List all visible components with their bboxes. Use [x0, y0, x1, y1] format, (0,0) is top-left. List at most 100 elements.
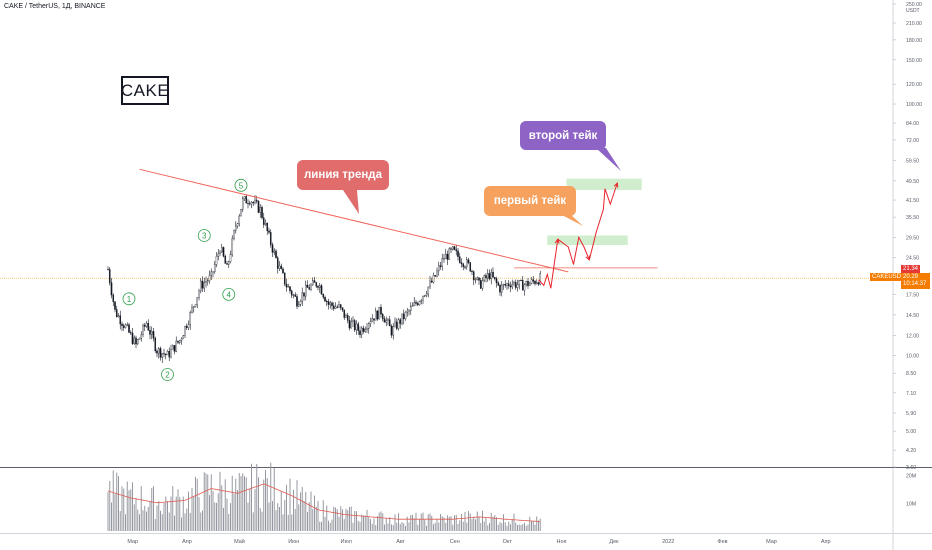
- candle-body: [247, 203, 248, 204]
- candle-body: [256, 200, 257, 201]
- volume-bar: [472, 519, 473, 531]
- x-tick-label: Фев: [717, 539, 727, 545]
- candle-body: [219, 252, 220, 254]
- candle-body: [333, 306, 334, 309]
- candle-body: [216, 256, 217, 264]
- volume-bar: [430, 514, 431, 531]
- candle-body: [466, 260, 467, 267]
- volume-bar: [263, 480, 264, 531]
- candle-body: [387, 320, 388, 321]
- volume-bar: [274, 468, 275, 531]
- candle-body: [254, 200, 255, 202]
- y-tick-label: 5.00: [906, 429, 916, 435]
- candle-body: [457, 251, 458, 257]
- volume-bar: [316, 507, 317, 531]
- volume-bar: [396, 523, 397, 531]
- candle-body: [156, 351, 157, 353]
- volume-bar: [375, 525, 376, 531]
- volume-bar: [395, 514, 396, 531]
- volume-bar: [370, 519, 371, 531]
- candle-body: [193, 307, 194, 308]
- candle-body: [113, 295, 114, 302]
- y-tick-label: 100.00: [906, 102, 922, 108]
- volume-bar: [237, 490, 238, 531]
- candle-body: [190, 312, 191, 324]
- candle-body: [209, 275, 210, 280]
- volume-bar: [298, 504, 299, 531]
- candle-body: [183, 336, 184, 339]
- volume-bar: [379, 513, 380, 531]
- candle-body: [412, 306, 413, 307]
- x-tick-label: Дек: [609, 539, 619, 545]
- volume-bar: [241, 476, 242, 531]
- candle-body: [127, 325, 128, 326]
- volume-bar: [158, 501, 159, 531]
- candle-body: [242, 199, 243, 209]
- volume-bar: [526, 526, 527, 531]
- candle-body: [498, 283, 499, 285]
- volume-bar: [286, 485, 287, 531]
- candle-body: [356, 324, 357, 330]
- candle-body: [128, 325, 129, 333]
- candle-body: [380, 307, 381, 314]
- last-price-value: 20.29: [903, 274, 928, 281]
- volume-bar: [143, 510, 144, 531]
- wave-label: 5: [239, 181, 244, 190]
- volume-bar: [417, 525, 418, 531]
- volume-bar: [356, 511, 357, 531]
- volume-bar: [228, 514, 229, 531]
- candle-body: [282, 269, 283, 273]
- volume-bar: [416, 513, 417, 531]
- volume-bar: [309, 502, 310, 531]
- volume-bar: [473, 517, 474, 531]
- candle-body: [349, 320, 350, 328]
- volume-bar: [144, 506, 145, 531]
- volume-bar: [521, 525, 522, 531]
- y-tick-label: 72.00: [906, 138, 919, 144]
- x-tick-label: Июл: [341, 539, 352, 545]
- volume-bar: [403, 523, 404, 531]
- volume-bar: [451, 516, 452, 531]
- volume-bar: [337, 509, 338, 531]
- candle-body: [195, 305, 196, 307]
- x-tick-label: Апр: [182, 539, 192, 545]
- candle-body: [233, 230, 234, 238]
- countdown-value: 10:14:37: [903, 281, 928, 288]
- volume-bar: [319, 522, 320, 531]
- candle-body: [235, 226, 236, 230]
- volume-bar: [503, 514, 504, 531]
- candle-body: [342, 308, 343, 310]
- x-tick-label: Сен: [450, 539, 460, 545]
- candle-body: [491, 272, 492, 279]
- volume-bar: [517, 525, 518, 531]
- volume-bar: [220, 472, 221, 531]
- volume-bar: [468, 511, 469, 531]
- volume-bar: [515, 523, 516, 531]
- volume-bar: [195, 477, 196, 531]
- candle-body: [512, 284, 513, 287]
- volume-bar: [535, 525, 536, 531]
- volume-bar: [242, 473, 243, 531]
- volume-bar: [153, 486, 154, 531]
- candle-body: [179, 340, 180, 342]
- volume-bar: [505, 522, 506, 531]
- volume-bar: [461, 514, 462, 531]
- volume-bar: [304, 501, 305, 531]
- volume-bar: [463, 522, 464, 531]
- candle-body: [382, 314, 383, 319]
- candle-body: [226, 263, 227, 264]
- candle-body: [307, 285, 308, 287]
- candle-body: [480, 280, 481, 288]
- candle-body: [426, 294, 427, 295]
- candle-body: [526, 281, 527, 285]
- volume-bar: [265, 470, 266, 531]
- y-tick-label: 5.90: [906, 411, 916, 417]
- candle-body: [519, 280, 520, 284]
- volume-bar: [239, 473, 240, 531]
- volume-bar: [157, 505, 158, 531]
- candle-body: [517, 285, 518, 288]
- volume-bar: [291, 514, 292, 531]
- candle-body: [260, 207, 261, 212]
- volume-bar: [438, 523, 439, 531]
- volume-bar: [118, 476, 119, 531]
